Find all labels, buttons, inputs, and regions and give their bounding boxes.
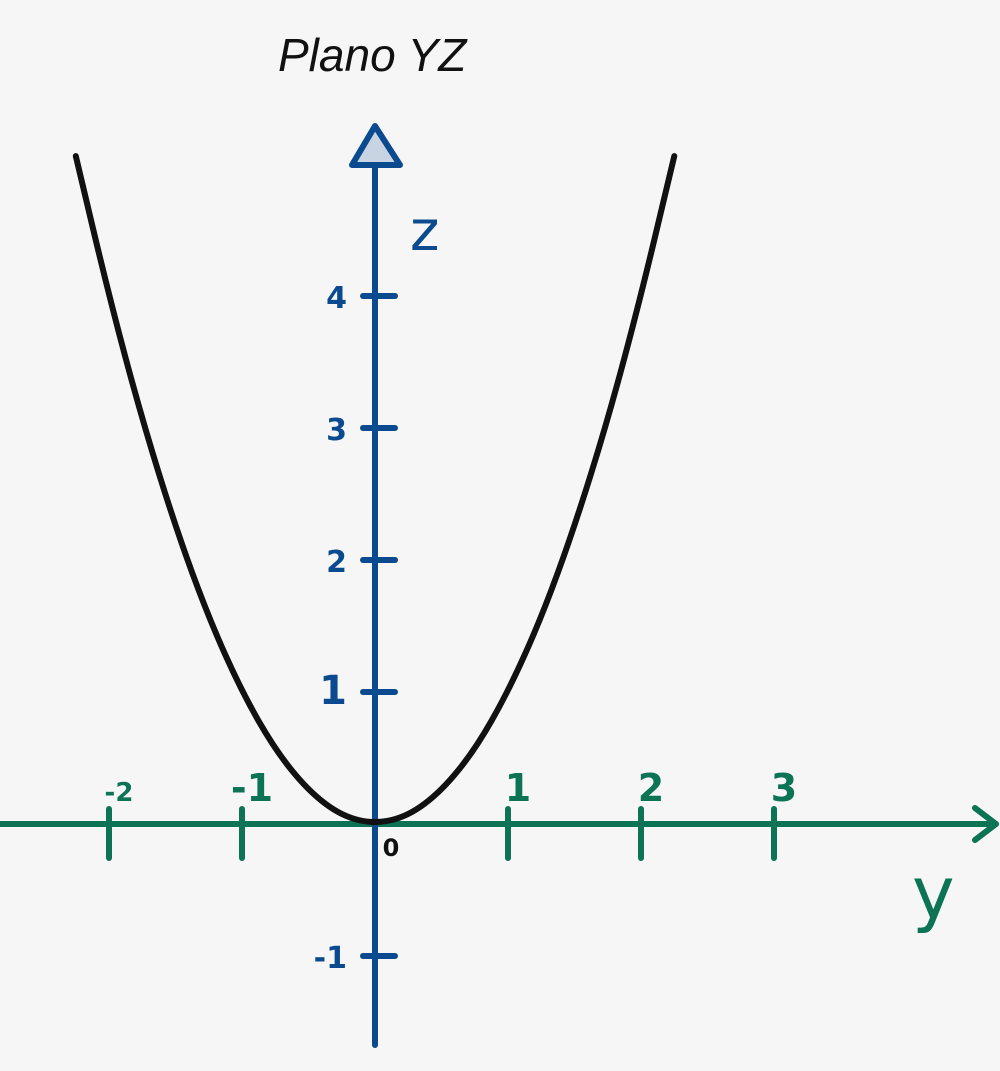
y-tick-label: 2 <box>326 545 347 580</box>
x-tick-label: -1 <box>231 766 273 810</box>
y-axis-arrowhead <box>349 123 403 168</box>
parabola-curve <box>72 153 678 825</box>
x-tick-label: -2 <box>105 778 134 808</box>
origin-label: 0 <box>383 834 400 862</box>
y-tick-label: 3 <box>326 413 347 448</box>
y-tick-label: 1 <box>319 668 347 714</box>
y-tick-label: 4 <box>326 281 347 316</box>
x-tick-label: 3 <box>771 766 797 810</box>
chart-title: Plano YZ <box>278 29 467 81</box>
z-axis-label: z <box>410 199 439 264</box>
x-tick-label: 2 <box>638 766 664 810</box>
y-axis-name-label: y <box>912 851 955 935</box>
y-tick-label: -1 <box>314 941 347 976</box>
x-axis-arrowhead <box>972 805 999 843</box>
x-tick-label: 1 <box>505 766 531 810</box>
